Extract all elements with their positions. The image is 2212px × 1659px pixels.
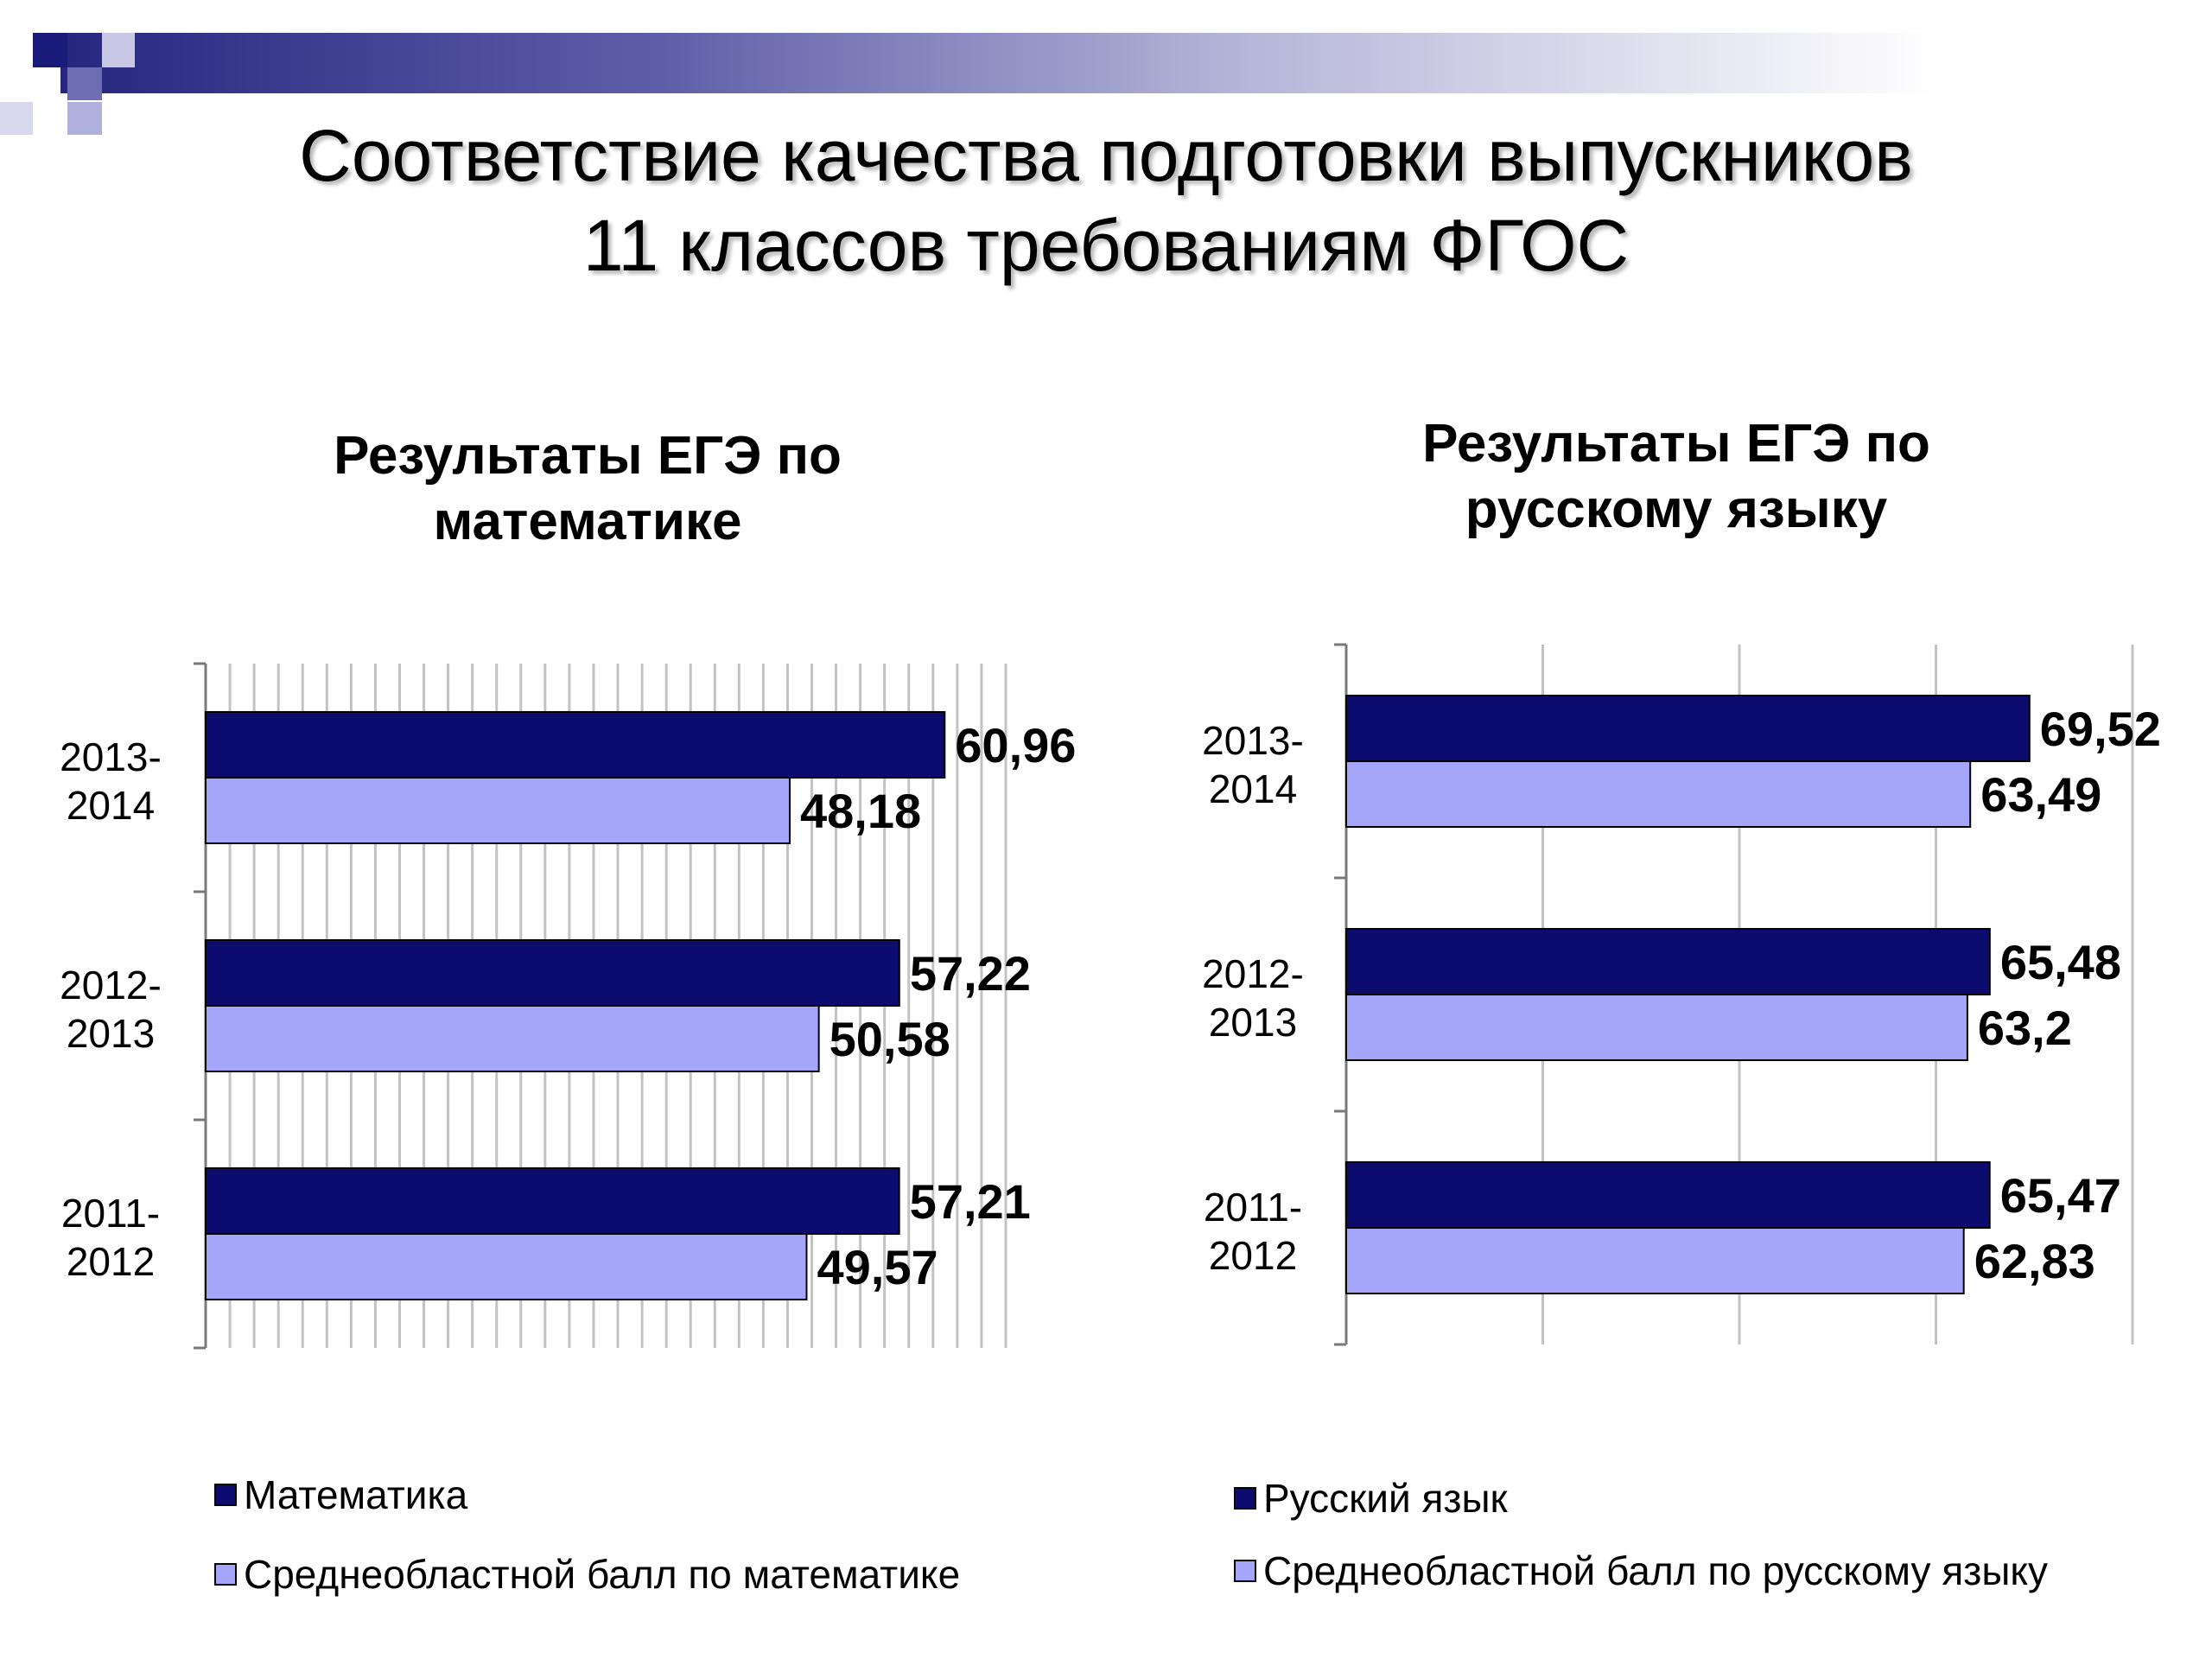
decor-square-lavender — [67, 102, 102, 135]
bar-school — [1345, 928, 1991, 995]
math-chart-title-line1: Результаты ЕГЭ по — [334, 426, 842, 486]
bar-regional — [205, 1233, 808, 1300]
category-label: 2011-2012 — [61, 1191, 160, 1284]
legend-item-math-regional: Среднеобластной балл по математике — [214, 1548, 960, 1600]
russian-chart-title-line2: русскому языку — [1465, 480, 1888, 539]
russian-chart-title: Результаты ЕГЭ по русскому языку — [1262, 411, 2091, 543]
math-chart-title: Результаты ЕГЭ по математике — [173, 423, 1002, 555]
category-label-line1: 2011- — [61, 1191, 160, 1236]
math-chart-title-line2: математике — [433, 492, 742, 551]
bar-regional — [1345, 760, 1972, 828]
data-label: 65,47 — [2000, 1168, 2121, 1223]
bar-regional — [1345, 994, 1968, 1061]
data-label: 69,52 — [2040, 702, 2161, 756]
data-label: 60,96 — [955, 718, 1076, 772]
slide-title-line1: Соответствие качества подготовки выпускн… — [299, 115, 1913, 196]
legend-swatch-light — [1234, 1560, 1256, 1582]
category-label-line1: 2012- — [60, 963, 162, 1007]
category-label-line2: 2013 — [1209, 1000, 1297, 1045]
data-label: 63,2 — [1978, 1001, 2072, 1055]
bar-school — [205, 711, 946, 779]
bar-regional — [1345, 1227, 1965, 1294]
legend-label-math-regional: Среднеобластной балл по математике — [244, 1552, 961, 1597]
legend-label-russian-regional: Среднеобластной балл по русскому языку — [1263, 1548, 2049, 1593]
legend-item-russian: Русский язык — [1234, 1472, 1508, 1524]
category-label-line2: 2012 — [67, 1239, 155, 1284]
category-label-line1: 2013- — [1202, 718, 1304, 763]
legend-item-math: Математика — [214, 1469, 467, 1521]
data-label: 65,48 — [2000, 935, 2121, 989]
data-label: 63,49 — [1980, 767, 2101, 822]
category-label: 2012-2013 — [1202, 951, 1304, 1045]
category-label-line2: 2014 — [67, 783, 155, 828]
decor-square-pale — [0, 102, 33, 135]
category-label-line1: 2013- — [60, 734, 162, 779]
category-label: 2013-2014 — [60, 734, 162, 828]
data-label: 62,83 — [1974, 1234, 2095, 1288]
data-label: 57,22 — [910, 946, 1031, 1001]
legend-swatch-light — [214, 1563, 237, 1586]
category-label: 2013-2014 — [1202, 718, 1304, 811]
header-gradient-bar — [60, 33, 2195, 93]
data-label: 48,18 — [800, 784, 921, 838]
bar-school — [1345, 695, 2031, 762]
category-label-line2: 2012 — [1209, 1233, 1297, 1278]
category-label: 2012-2013 — [60, 963, 162, 1056]
category-label-line1: 2011- — [1204, 1185, 1302, 1230]
category-label-line2: 2013 — [67, 1011, 155, 1056]
bar-school — [1345, 1161, 1991, 1229]
bar-regional — [205, 777, 791, 844]
slide-title: Соответствие качества подготовки выпускн… — [0, 111, 2212, 290]
bar-school — [205, 1167, 900, 1235]
data-label: 49,57 — [817, 1240, 938, 1294]
category-label-line2: 2014 — [1209, 766, 1297, 811]
legend-swatch-dark — [214, 1484, 237, 1506]
category-label-line1: 2012- — [1202, 951, 1304, 996]
slide-title-line2: 11 классов требованиям ФГОС — [582, 205, 1630, 286]
data-label: 50,58 — [830, 1012, 950, 1066]
legend-label-russian: Русский язык — [1263, 1476, 1508, 1521]
legend-label-math: Математика — [244, 1472, 468, 1517]
legend-item-russian-regional: Среднеобластной балл по русскому языку — [1234, 1545, 2048, 1597]
legend-swatch-dark — [1234, 1487, 1256, 1510]
decor-square-dark — [33, 33, 67, 67]
decor-square-mid — [67, 67, 102, 100]
russian-chart-title-line1: Результаты ЕГЭ по — [1422, 414, 1930, 474]
category-label: 2011-2012 — [1204, 1185, 1302, 1278]
decor-square-light — [102, 33, 135, 67]
bar-school — [205, 939, 900, 1007]
data-label: 57,21 — [910, 1174, 1031, 1229]
bar-regional — [205, 1005, 820, 1072]
